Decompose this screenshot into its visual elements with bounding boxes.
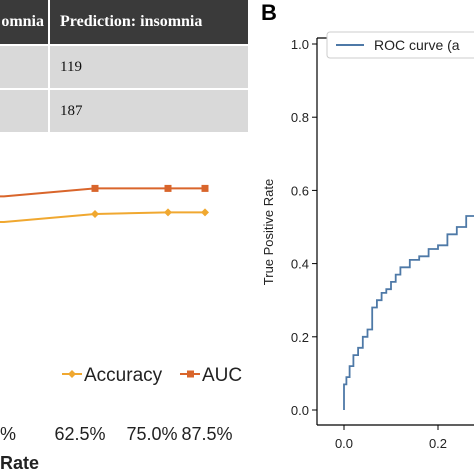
y-tick-label: 0.6	[291, 183, 309, 198]
roc-y-axis-label: True Positive Rate	[261, 179, 276, 285]
table-header-cell: omnia	[0, 0, 50, 44]
y-tick-label: 0.0	[291, 403, 309, 418]
table-cell	[0, 90, 50, 132]
x-tick-label: 0.0	[335, 436, 353, 451]
series-line-accuracy	[0, 211, 205, 223]
data-point-auc	[164, 184, 172, 192]
x-tick-label: 87.5%	[181, 424, 232, 444]
y-tick-label: 0.8	[291, 110, 309, 125]
legend-label-auc: AUC	[202, 365, 242, 386]
x-tick-label: 62.5%	[54, 424, 105, 444]
panel-b-letter: B	[261, 0, 277, 25]
table-row: 187	[0, 90, 248, 134]
data-point-accuracy	[201, 208, 209, 217]
prediction-table: omnia Prediction: insomnia 119 187	[0, 0, 248, 134]
table-cell	[0, 46, 50, 88]
roc-curve-line	[343, 215, 474, 410]
data-point-auc	[201, 184, 209, 192]
legend-label-accuracy: Accuracy	[84, 365, 163, 386]
table-header-cell: Prediction: insomnia	[60, 13, 203, 30]
y-tick-label: 1.0	[291, 37, 309, 52]
roc-legend-label: ROC curve (a	[374, 37, 460, 53]
x-tick-label: %	[0, 424, 16, 444]
table-header-row: omnia Prediction: insomnia	[0, 0, 248, 46]
y-tick-label: 0.2	[291, 330, 309, 345]
legend-marker-auc	[187, 370, 194, 378]
data-point-auc	[91, 184, 99, 192]
x-tick-label: 0.2	[429, 436, 447, 451]
x-axis-label: Rate	[0, 453, 39, 473]
table-cell: 187	[60, 102, 83, 119]
data-point-accuracy	[91, 210, 99, 218]
table-cell: 119	[60, 58, 82, 75]
legend-marker-accuracy	[68, 370, 76, 378]
x-tick-label: 75.0%	[126, 424, 177, 444]
y-tick-label: 0.4	[291, 257, 309, 272]
data-point-accuracy	[164, 208, 172, 217]
table-row: 119	[0, 46, 248, 90]
roc-legend-box	[326, 31, 474, 59]
series-line-auc	[0, 187, 205, 198]
